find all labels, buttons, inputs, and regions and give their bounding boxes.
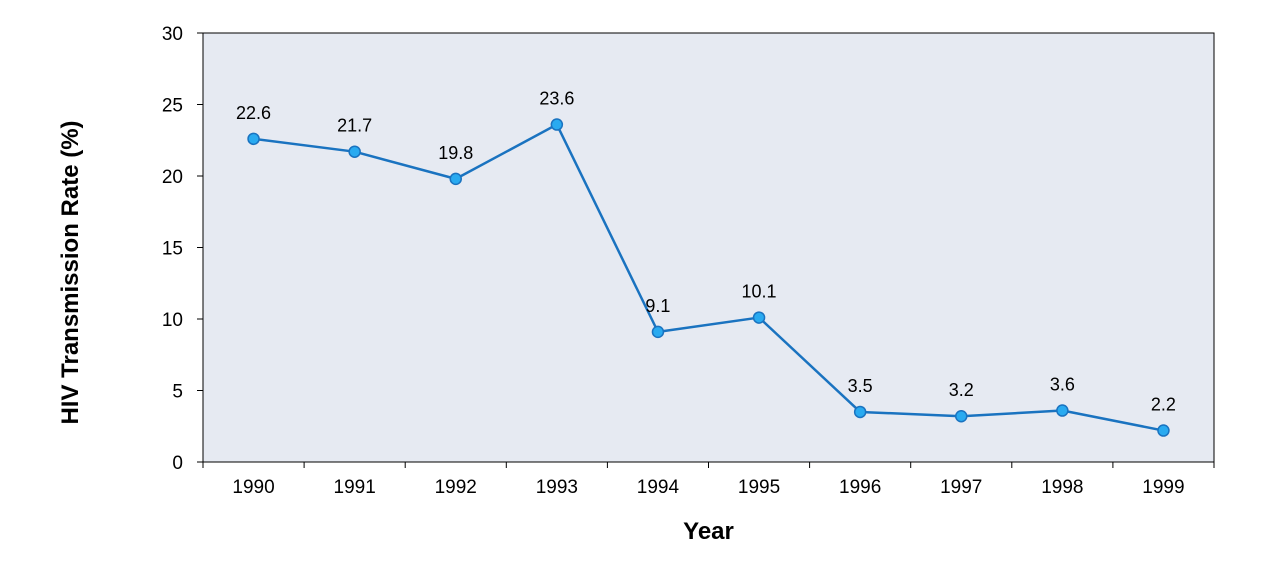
- data-label: 2.2: [1151, 395, 1176, 415]
- y-tick-label: 30: [162, 24, 183, 45]
- data-point: [853, 405, 867, 419]
- data-point: [955, 409, 968, 423]
- x-tick-label: 1992: [435, 477, 477, 498]
- data-label: 9.1: [645, 296, 670, 316]
- x-tick-label: 1994: [637, 477, 680, 498]
- data-point: [348, 145, 361, 158]
- y-tick-label: 5: [172, 382, 183, 403]
- data-label: 3.5: [848, 376, 873, 396]
- data-label: 3.2: [949, 380, 974, 400]
- y-axis-title: HIV Transmission Rate (%): [57, 120, 84, 424]
- data-point: [752, 311, 766, 324]
- series-line: [253, 123, 1164, 432]
- data-point: [449, 172, 462, 186]
- x-tick-label: 1997: [940, 477, 982, 498]
- x-tick-label: 1993: [536, 477, 578, 498]
- data-label: 19.8: [438, 143, 473, 163]
- x-tick-label: 1999: [1142, 477, 1184, 498]
- data-label: 3.6: [1050, 375, 1075, 395]
- y-axis: 0 5 10 15 20 25 30: [162, 24, 203, 474]
- data-label: 10.1: [742, 282, 777, 302]
- data-markers: [247, 118, 1170, 437]
- data-label: 23.6: [539, 89, 574, 109]
- data-label: 22.6: [236, 103, 271, 123]
- x-tick-label: 1995: [738, 477, 780, 498]
- x-axis: 1990 1991 1992 1993 1994 1995 1996 1997 1998 1999: [202, 462, 1215, 498]
- x-tick-label: 1991: [334, 477, 376, 498]
- plot-area: [202, 32, 1215, 463]
- data-label: 21.7: [337, 116, 372, 136]
- data-point: [651, 325, 665, 339]
- data-labels: 22.6 21.7 19.8 23.6 9.1 10.1 3.5 3.2 3.6 2.2: [236, 89, 1176, 415]
- x-tick-label: 1998: [1041, 477, 1083, 498]
- y-tick-label: 20: [162, 167, 183, 188]
- y-tick-label: 25: [162, 96, 183, 117]
- data-point: [1157, 424, 1170, 437]
- y-tick-label: 0: [172, 453, 183, 474]
- data-point: [1056, 404, 1069, 417]
- data-point: [247, 132, 260, 146]
- y-tick-label: 10: [162, 310, 183, 331]
- x-tick-label: 1990: [232, 477, 274, 498]
- y-tick-label: 15: [162, 239, 183, 260]
- x-tick-label: 1996: [839, 477, 881, 498]
- data-point: [550, 118, 564, 131]
- x-axis-title: Year: [683, 518, 734, 545]
